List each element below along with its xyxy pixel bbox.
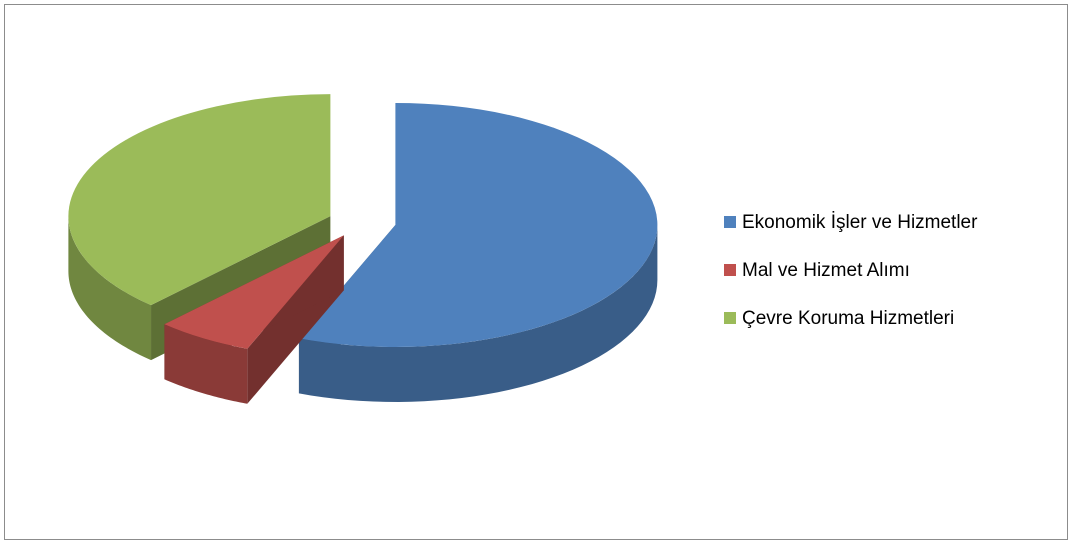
legend-label: Çevre Koruma Hizmetleri: [742, 308, 954, 329]
slice-top: [298, 102, 658, 347]
pie-slice: [298, 102, 658, 402]
slice-wall: [164, 324, 248, 404]
legend-label: Mal ve Hizmet Alımı: [742, 260, 910, 281]
slice-wall: [68, 216, 152, 361]
slice-top: [68, 94, 331, 306]
legend-swatch: [724, 312, 736, 324]
legend-label: Ekonomik İşler ve Hizmetler: [742, 212, 978, 233]
legend-swatch: [724, 264, 736, 276]
legend-swatch: [724, 216, 736, 228]
slice-wall: [298, 224, 658, 402]
slice-top: [164, 235, 344, 349]
pie-slice: [164, 235, 344, 404]
